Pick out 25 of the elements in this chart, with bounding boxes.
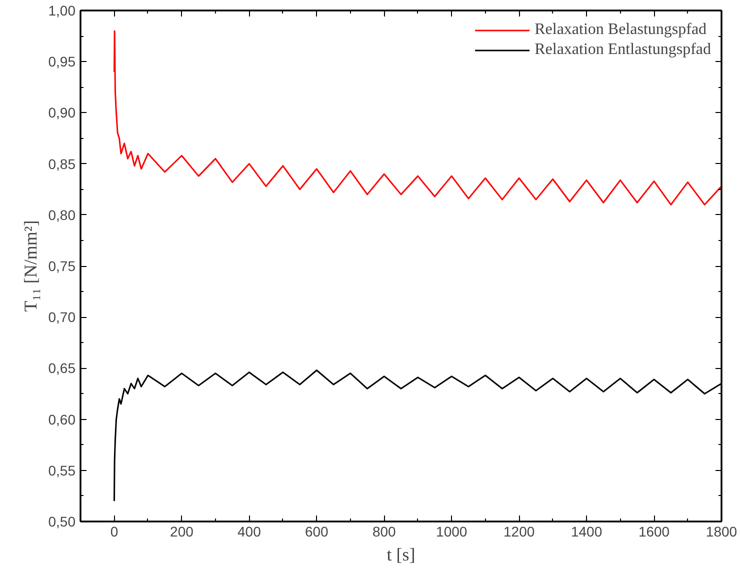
x-tick-label: 1600 xyxy=(638,524,670,540)
y-tick-label: 0,55 xyxy=(48,462,76,478)
x-tick-label: 0 xyxy=(110,524,118,540)
y-axis-title: T₁₁ [N/mm²] xyxy=(20,220,40,312)
x-tick-label: 1000 xyxy=(436,524,468,540)
y-tick-label: 0,80 xyxy=(48,206,76,223)
y-tick-label: 0,50 xyxy=(48,514,76,530)
legend-label: Relaxation Entlastungspfad xyxy=(534,41,711,59)
x-tick-label: 400 xyxy=(238,524,262,540)
y-tick-label: 1,00 xyxy=(48,2,76,18)
y-tick-label: 0,85 xyxy=(48,156,76,172)
x-tick-label: 1800 xyxy=(706,524,738,540)
x-tick-label: 1200 xyxy=(504,524,535,540)
y-tick-label: 0,75 xyxy=(48,258,76,274)
y-tick-label: 0,95 xyxy=(48,54,76,70)
x-tick-label: 800 xyxy=(372,524,396,540)
x-tick-label: 1400 xyxy=(570,524,602,540)
legend-label: Relaxation Belastungspfad xyxy=(534,21,707,39)
y-tick-label: 0,60 xyxy=(48,411,76,428)
x-tick-label: 200 xyxy=(170,524,194,540)
x-axis-title: t [s] xyxy=(386,544,416,564)
y-tick-label: 0,70 xyxy=(48,309,76,326)
y-tick-label: 0,65 xyxy=(48,360,76,376)
y-tick-label: 0,90 xyxy=(48,104,76,121)
x-tick-label: 600 xyxy=(304,524,329,540)
